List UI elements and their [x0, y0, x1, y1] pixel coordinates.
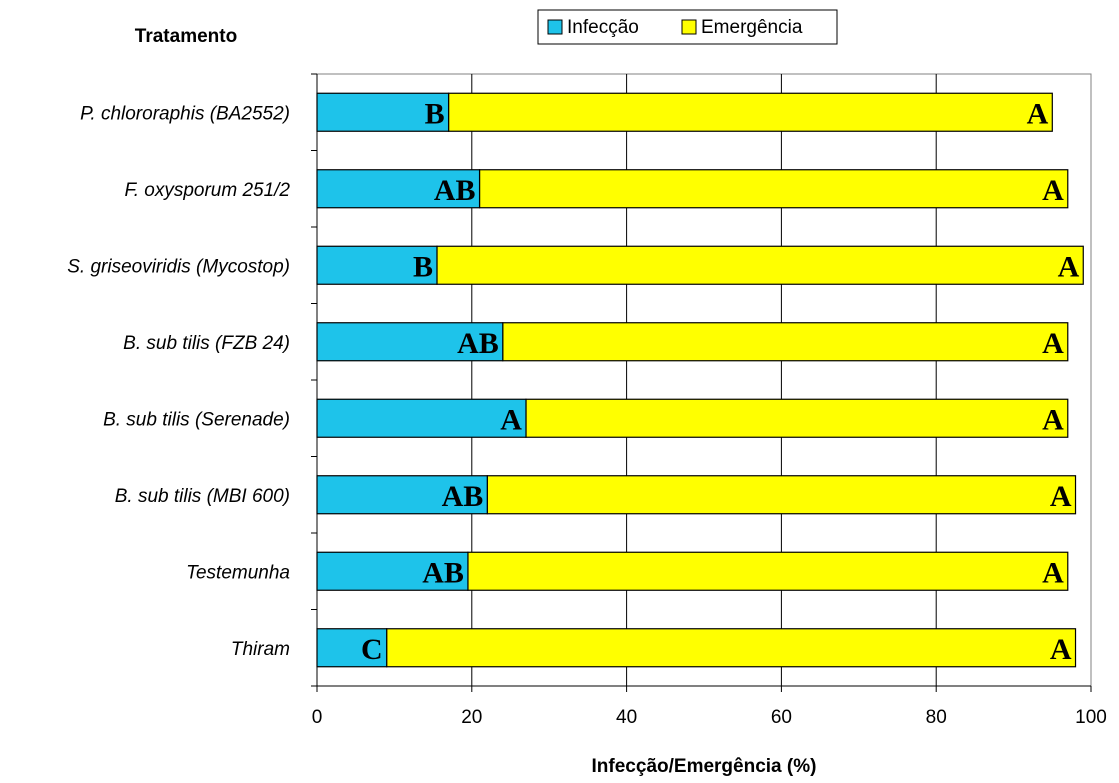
emergencia-letter-label: A: [1042, 556, 1064, 589]
x-tick-label: 40: [616, 707, 637, 728]
infeccao-letter-label: AB: [434, 174, 476, 207]
axes: 0 20 40 60 80 100 P. chlororaphis (BA2552) F. o…: [67, 73, 1107, 728]
bar-emergencia: [386, 628, 1077, 668]
infeccao-letter-label: AB: [422, 556, 464, 589]
grid-lines: [316, 73, 1092, 687]
bar-emergencia: [447, 92, 1053, 132]
legend-label: Infecção: [567, 17, 639, 38]
emergencia-letter-label: A: [1050, 633, 1072, 666]
bar-emergencia: [486, 475, 1077, 515]
infeccao-letter-label: AB: [442, 480, 484, 513]
legend-swatch: [681, 19, 697, 35]
infeccao-letter-label: AB: [457, 327, 499, 360]
category-label: B. sub tilis (MBI 600): [115, 486, 290, 507]
bar-emergencia: [436, 245, 1084, 285]
emergencia-letter-label: A: [1058, 250, 1080, 283]
category-label: B. sub tilis (Serenade): [103, 409, 290, 430]
category-label: F. oxysporum 251/2: [125, 180, 291, 201]
category-label: P. chlororaphis (BA2552): [80, 103, 290, 124]
emergencia-letter-label: A: [1027, 97, 1049, 130]
x-axis-title: Infecção/Emergência (%): [592, 756, 817, 777]
emergencia-letter-label: A: [1042, 403, 1064, 436]
bar-infeccao: [316, 92, 450, 132]
category-label: S. griseoviridis (Mycostop): [67, 256, 290, 277]
x-tick-label: 20: [461, 707, 482, 728]
emergencia-letter-label: A: [1042, 174, 1064, 207]
plot-area-frame: [316, 73, 1092, 687]
bar-emergencia: [502, 322, 1069, 362]
emergencia-letter-label: A: [1050, 480, 1072, 513]
infeccao-letter-label: B: [425, 97, 445, 130]
x-tick-label: 100: [1075, 707, 1107, 728]
bar-infeccao: [316, 628, 388, 668]
y-axis-title: Tratamento: [135, 26, 237, 47]
bar-emergencia: [467, 551, 1069, 591]
bar-emergencia: [478, 169, 1069, 209]
infeccao-letter-label: C: [361, 633, 383, 666]
bar-infeccao: [316, 245, 438, 285]
category-label: B. sub tilis (FZB 24): [123, 333, 290, 354]
bar-infeccao: [316, 398, 527, 438]
legend-swatch: [547, 19, 563, 35]
x-tick-label: 0: [312, 707, 323, 728]
infeccao-letter-label: B: [413, 250, 433, 283]
legend-label: Emergência: [701, 17, 803, 38]
category-label: Testemunha: [186, 562, 290, 583]
x-tick-label: 60: [771, 707, 792, 728]
bar-emergencia: [525, 398, 1069, 438]
infeccao-letter-label: A: [500, 403, 522, 436]
legend: Infecção Emergência: [537, 9, 838, 45]
emergencia-letter-label: A: [1042, 327, 1064, 360]
bar-infeccao: [316, 169, 481, 209]
x-tick-label: 80: [926, 707, 947, 728]
bars: B AAB AB AAB AA AAB AAB AC A: [316, 92, 1084, 668]
category-label: Thiram: [231, 639, 290, 660]
